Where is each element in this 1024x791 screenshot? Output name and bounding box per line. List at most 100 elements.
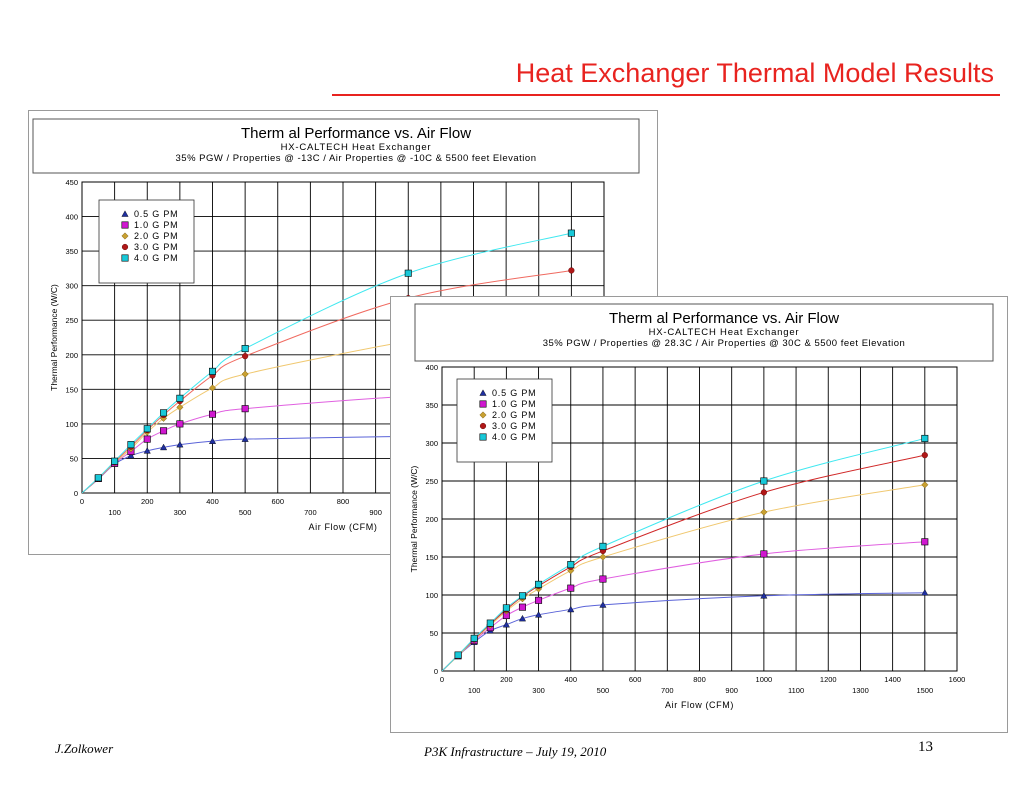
data-point: [111, 457, 119, 465]
legend-label: 0.5 G PM: [492, 388, 536, 398]
slide-title: Heat Exchanger Thermal Model Results: [515, 58, 994, 88]
x-tick-label: 1200: [820, 675, 837, 684]
data-point: [535, 611, 543, 618]
data-point: [241, 405, 249, 413]
data-point: [486, 619, 494, 627]
x-tick-label: 900: [369, 508, 382, 517]
data-point: [176, 420, 184, 428]
x-tick-label: 1300: [852, 686, 869, 695]
y-tick-label: 400: [65, 213, 78, 222]
data-point: [567, 584, 575, 592]
x-tick-label: 200: [500, 675, 513, 684]
chart-warm-svg: Therm al Performance vs. Air FlowHX-CALT…: [409, 303, 994, 710]
data-point: [760, 489, 767, 496]
legend-marker: [121, 254, 129, 262]
x-tick-label: 200: [141, 497, 154, 506]
data-point: [760, 477, 768, 485]
legend-label: 2.0 G PM: [134, 231, 178, 241]
x-tick-label: 0: [440, 675, 444, 684]
chart-header-box: [414, 303, 994, 362]
y-tick-label: 100: [65, 420, 78, 429]
data-point: [599, 601, 607, 608]
y-tick-label: 400: [425, 363, 438, 372]
data-point: [143, 435, 151, 443]
chart-title: Therm al Performance vs. Air Flow: [241, 125, 471, 142]
legend-marker: [479, 389, 487, 396]
x-tick-label: 1000: [756, 675, 773, 684]
y-tick-label: 0: [434, 667, 438, 676]
x-tick-label: 900: [725, 686, 738, 695]
legend-label: 1.0 G PM: [492, 399, 536, 409]
data-point: [502, 604, 510, 612]
data-point: [160, 443, 168, 451]
x-tick-label: 700: [304, 508, 317, 517]
data-point: [241, 370, 249, 378]
x-axis-label: Air Flow (CFM): [665, 700, 734, 710]
legend-label: 0.5 G PM: [134, 209, 178, 219]
y-axis-label: Thermal Performance (W/C): [49, 284, 59, 391]
data-point: [94, 474, 102, 482]
data-point: [127, 441, 135, 449]
data-point: [470, 634, 478, 642]
data-point: [599, 542, 607, 550]
data-point: [760, 550, 768, 558]
legend-marker: [479, 433, 487, 441]
legend-marker: [121, 210, 129, 217]
data-point: [568, 267, 575, 274]
legend-box: [98, 199, 195, 284]
y-tick-label: 50: [430, 629, 438, 638]
x-tick-label: 1600: [949, 675, 966, 684]
legend-marker: [479, 400, 487, 408]
data-point: [921, 481, 929, 489]
x-tick-label: 1100: [788, 686, 804, 695]
data-point: [760, 592, 768, 599]
x-tick-label: 300: [532, 686, 545, 695]
chart-subtitle-2: 35% PGW / Properties @ 28.3C / Air Prope…: [543, 338, 906, 349]
chart-warm-conditions: Therm al Performance vs. Air Flow HX-CALT…: [390, 296, 1008, 733]
data-point: [241, 435, 249, 442]
data-point: [208, 384, 217, 392]
data-point: [599, 575, 607, 583]
data-point: [176, 403, 184, 411]
legend-marker: [121, 221, 129, 229]
y-tick-label: 300: [65, 282, 78, 291]
y-tick-label: 100: [425, 591, 438, 600]
chart-title: Therm al Performance vs. Air Flow: [609, 310, 839, 327]
page-number: 13: [918, 739, 933, 755]
y-tick-label: 150: [65, 385, 78, 394]
x-tick-label: 1500: [916, 686, 933, 695]
x-tick-label: 400: [206, 497, 219, 506]
legend-label: 1.0 G PM: [134, 220, 178, 230]
legend-label: 2.0 G PM: [492, 410, 536, 420]
x-tick-label: 700: [661, 686, 674, 695]
data-point: [454, 651, 462, 659]
legend-marker: [479, 422, 487, 430]
chart-header-box: [32, 118, 640, 174]
data-point: [535, 580, 543, 588]
data-point: [242, 353, 249, 360]
y-tick-label: 150: [425, 553, 438, 562]
legend-label: 4.0 G PM: [134, 253, 178, 263]
legend-marker: [121, 243, 129, 251]
x-tick-label: 400: [564, 675, 577, 684]
data-point: [404, 269, 412, 277]
x-tick-label: 500: [597, 686, 610, 695]
y-tick-label: 300: [425, 439, 438, 448]
data-point: [518, 614, 527, 622]
y-tick-label: 350: [425, 401, 438, 410]
x-tick-label: 800: [693, 675, 706, 684]
data-point: [208, 437, 217, 444]
series-group: [442, 434, 929, 671]
data-point: [567, 561, 575, 569]
legend-box: [456, 378, 553, 463]
footer-event: P3K Infrastructure – July 19, 2010: [424, 744, 607, 759]
data-point: [127, 452, 135, 459]
data-point: [176, 394, 184, 402]
footer-author: J.Zolkower: [55, 741, 114, 756]
x-tick-label: 100: [108, 508, 121, 517]
data-point: [921, 589, 929, 596]
y-tick-label: 450: [65, 178, 78, 187]
x-tick-label: 500: [239, 508, 252, 517]
x-tick-label: 300: [174, 508, 187, 517]
x-tick-label: 600: [271, 497, 284, 506]
